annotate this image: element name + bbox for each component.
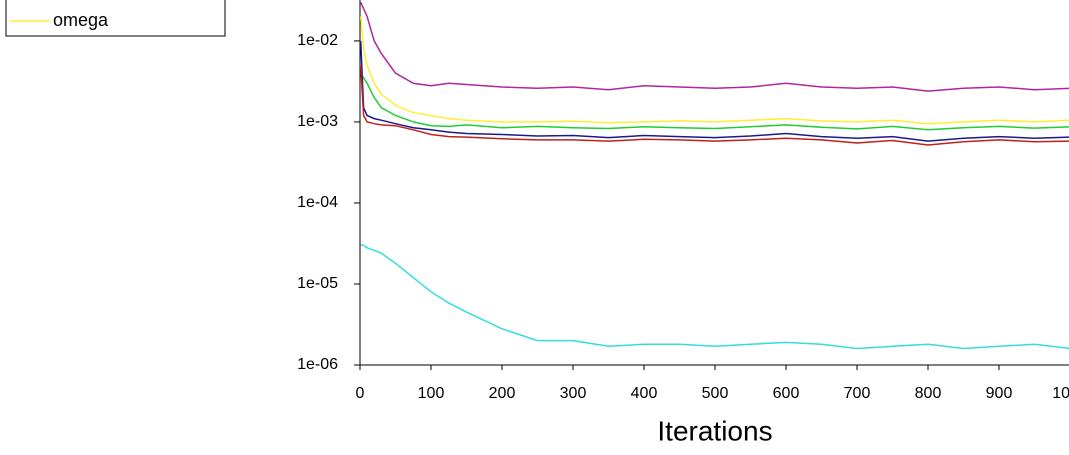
series-line xyxy=(359,65,1069,146)
series-line xyxy=(359,16,1069,125)
x-tick-label: 1000 xyxy=(1052,385,1069,402)
series-line xyxy=(359,40,1069,142)
legend-box xyxy=(5,0,226,37)
series-line xyxy=(360,1,1069,92)
series-line xyxy=(360,244,1069,350)
x-tick-label: 0 xyxy=(356,385,365,402)
series-line xyxy=(360,72,1069,131)
y-tick-label: 1e-06 xyxy=(297,356,338,373)
x-tick-label: 900 xyxy=(986,385,1013,402)
x-tick-label: 700 xyxy=(844,385,871,402)
y-tick-label: 1e-03 xyxy=(297,113,338,130)
y-tick-label: 1e-02 xyxy=(297,32,338,49)
x-tick-label: 500 xyxy=(702,385,729,402)
x-tick-label: 400 xyxy=(631,385,658,402)
x-tick-label: 100 xyxy=(418,385,445,402)
x-tick-label: 800 xyxy=(915,385,942,402)
legend-label: omega xyxy=(53,10,109,30)
x-tick-label: 300 xyxy=(560,385,587,402)
y-tick-label: 1e-05 xyxy=(297,275,338,292)
x-tick-label: 200 xyxy=(489,385,516,402)
y-tick-label: 1e-04 xyxy=(297,194,338,211)
x-axis-label: Iterations xyxy=(657,415,772,446)
x-tick-label: 600 xyxy=(773,385,800,402)
